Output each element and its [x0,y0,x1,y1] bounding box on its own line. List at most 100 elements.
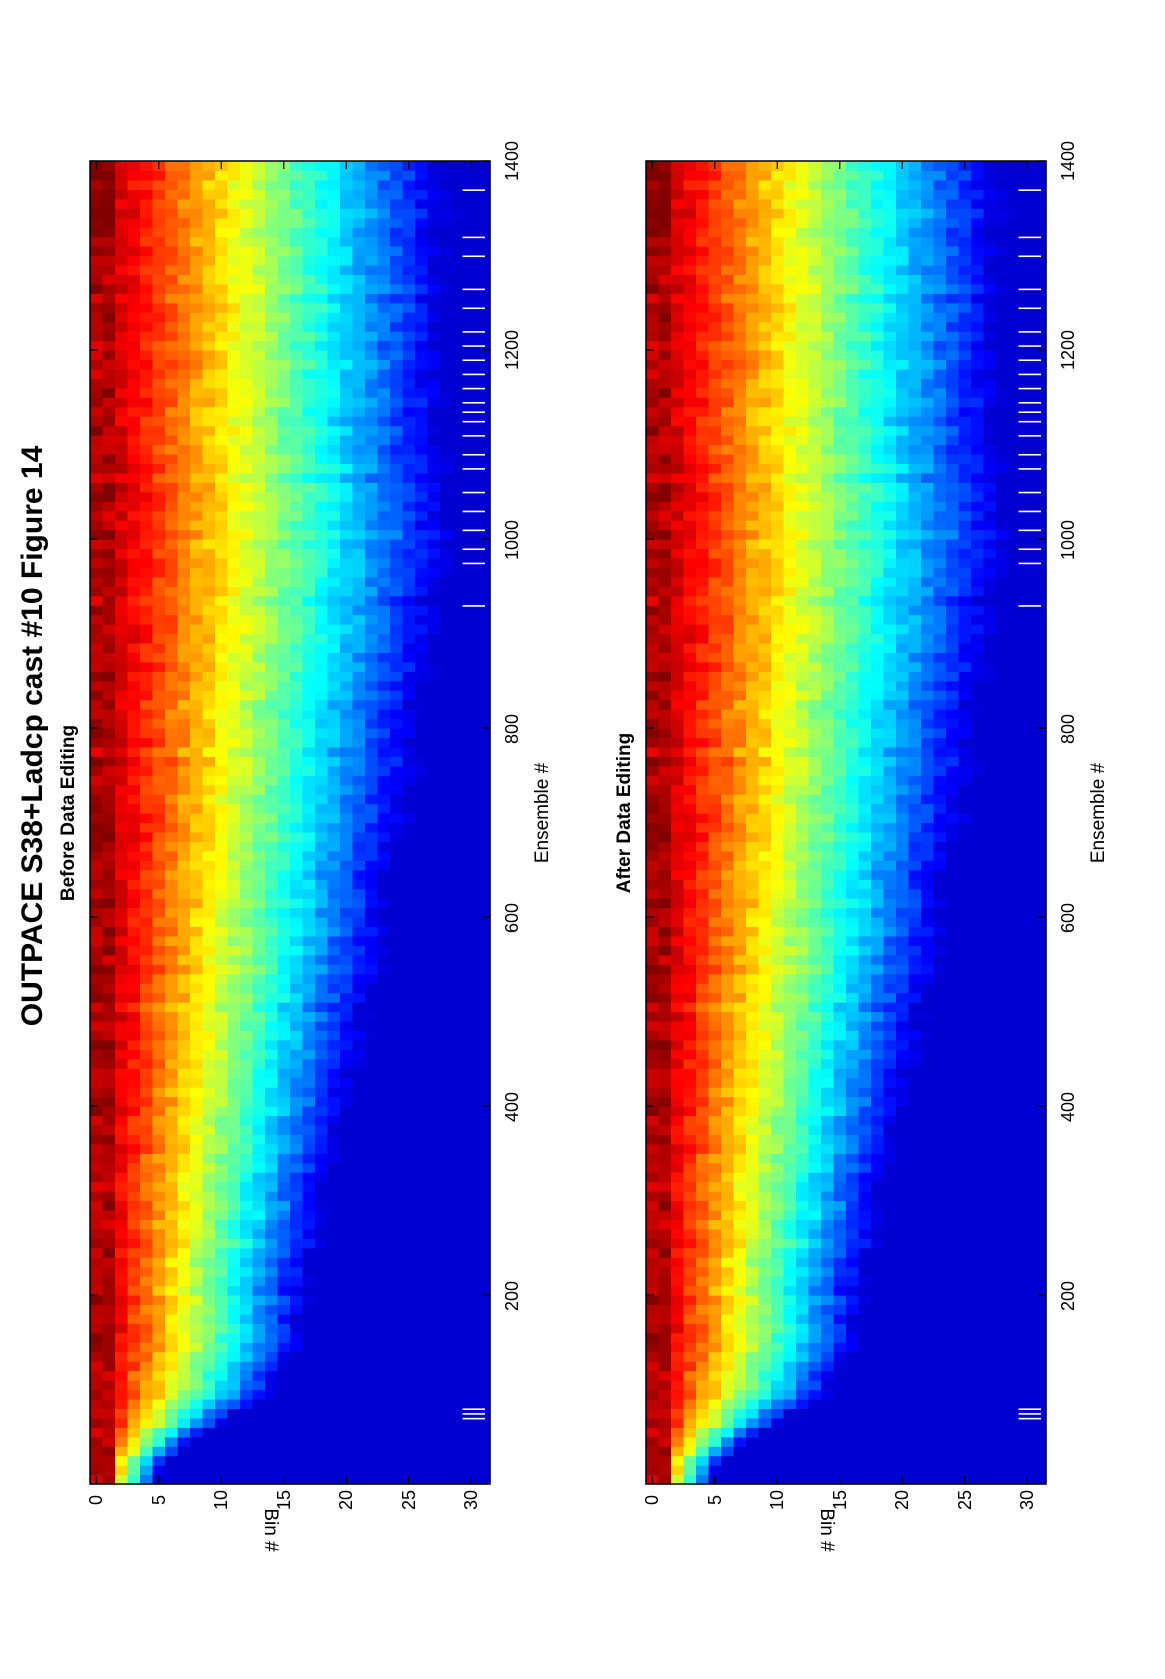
heatmap-cell [90,765,104,776]
heatmap-cell [90,1077,104,1088]
heatmap-cell [177,614,191,625]
heatmap-cell [352,803,366,814]
heatmap-cell [440,1285,454,1296]
heatmap-cell [477,472,491,483]
heatmap-cell [102,1446,116,1457]
heatmap-cell [671,1361,685,1372]
heatmap-cell [427,907,441,918]
heatmap-cell [452,1313,466,1324]
heatmap-cell [290,1172,304,1183]
heatmap-cell [215,1124,229,1135]
heatmap-cell [215,945,229,956]
heatmap-cell [427,425,441,436]
heatmap-cell [352,501,366,512]
heatmap-cell [352,1455,366,1466]
heatmap-cell [102,1408,116,1419]
heatmap-cell [440,482,454,493]
heatmap-cell [365,898,379,909]
heatmap-cell [646,1446,660,1457]
heatmap-cell [340,1124,354,1135]
heatmap-cell [102,576,116,587]
heatmap-cell [165,1191,179,1202]
heatmap-cell [315,813,329,824]
heatmap-cell [721,1465,735,1476]
heatmap-cell [90,1162,104,1173]
heatmap-cell [452,728,466,739]
heatmap-cell [127,1295,141,1306]
heatmap-cell [127,1087,141,1098]
heatmap-cell [140,217,154,228]
heatmap-cell [415,340,429,351]
heatmap-cell [165,983,179,994]
heatmap-cell [302,472,316,483]
heatmap-cell [340,491,354,502]
heatmap-cell [115,1361,129,1372]
heatmap-cell [165,1370,179,1381]
heatmap-cell [758,1398,772,1409]
heatmap-cell [290,605,304,616]
heatmap-cell [340,397,354,408]
heatmap-cell [227,822,241,833]
heatmap-cell [202,567,216,578]
heatmap-cell [440,983,454,994]
heatmap-cell [452,652,466,663]
heatmap-cell [227,378,241,389]
missing-data-mark [462,359,485,362]
heatmap-cell [427,1389,441,1400]
heatmap-cell [365,208,379,219]
y-tick-labels: 0 5 10 15 20 25 30 [86,1490,481,1510]
heatmap-cell [265,917,279,928]
heatmap-cell [265,860,279,871]
heatmap-cell [352,699,366,710]
heatmap-cell [277,1276,291,1287]
heatmap-cell [265,397,279,408]
heatmap-cell [140,161,154,172]
heatmap-cell [352,1124,366,1135]
heatmap-cell [340,425,354,436]
heatmap-cell [265,227,279,238]
heatmap-cell [427,983,441,994]
heatmap-cell [352,1285,366,1296]
heatmap-cell [340,567,354,578]
heatmap-cell [202,1049,216,1060]
heatmap-cell [152,586,166,597]
heatmap-cell [796,1417,810,1428]
heatmap-cell [302,510,316,521]
heatmap-cell [115,378,129,389]
heatmap-cell [465,1332,479,1343]
heatmap-cell [683,1408,697,1419]
heatmap-cell [983,1398,997,1409]
heatmap-cell [290,425,304,436]
heatmap-cell [477,331,491,342]
heatmap-cell [202,510,216,521]
heatmap-cell [708,1408,722,1419]
heatmap-cell [290,539,304,550]
heatmap-cell [102,614,116,625]
heatmap-cell [140,879,154,890]
heatmap-cell [265,350,279,361]
heatmap-cell [265,406,279,417]
heatmap-cell [315,1436,329,1447]
heatmap-cell [465,1465,479,1476]
heatmap-cell [390,586,404,597]
heatmap-cell [115,822,129,833]
heatmap-cell [452,1115,466,1126]
heatmap-cell [90,302,104,313]
heatmap-cell [315,1295,329,1306]
heatmap-cell [265,1191,279,1202]
heatmap-cell [177,444,191,455]
missing-data-mark [462,1417,485,1420]
heatmap-cell [427,1181,441,1192]
heatmap-cell [390,274,404,285]
heatmap-cell [440,1446,454,1457]
heatmap-cell [190,435,204,446]
heatmap-cell [165,1304,179,1315]
heatmap-cell [427,283,441,294]
heatmap-cell [140,652,154,663]
heatmap-cell [721,1408,735,1419]
heatmap-cell [127,1351,141,1362]
heatmap-cell [140,841,154,852]
heatmap-cell [290,652,304,663]
heatmap-cell [315,1351,329,1362]
heatmap-cell [265,1124,279,1135]
